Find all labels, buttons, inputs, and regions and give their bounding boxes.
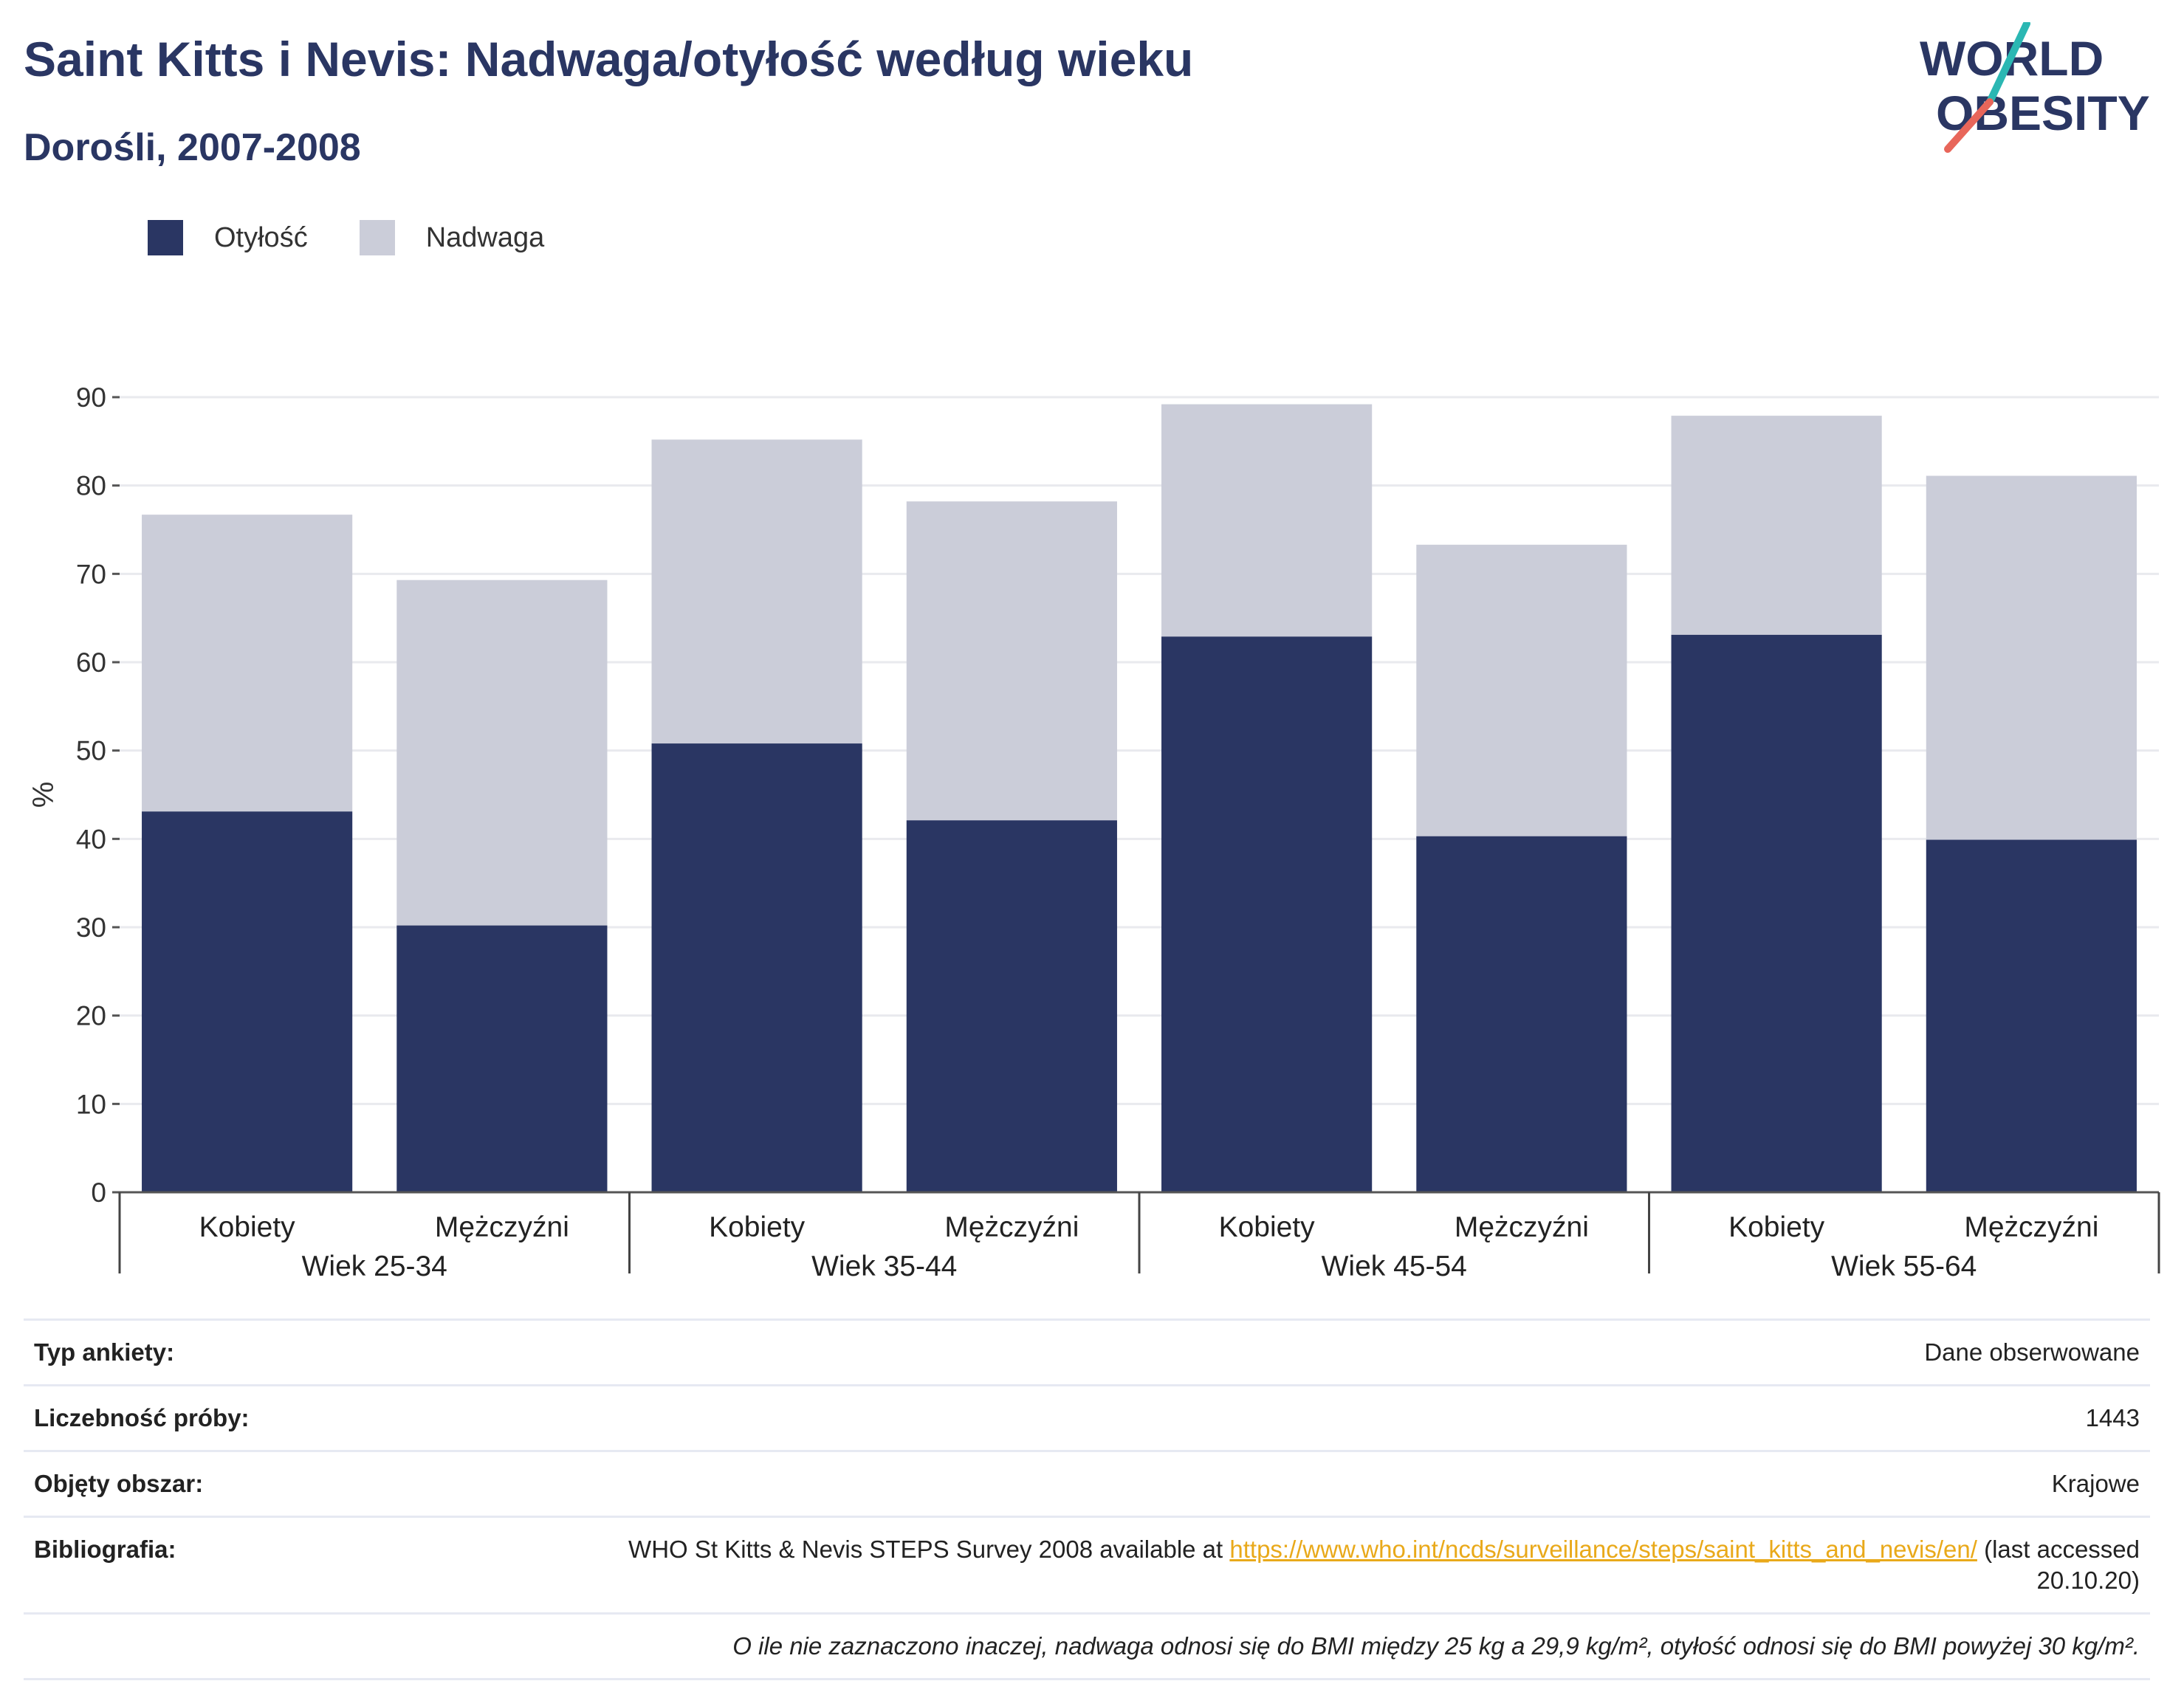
survey-info-table: Typ ankiety: Dane obserwowane Liczebność… [24,1318,2150,1680]
bar-overweight [906,501,1117,821]
legend-swatch-overweight [359,220,395,255]
logo-word-obesity: OBESITY [1936,86,2150,140]
x-category-label: Mężczyźni [1964,1211,2098,1243]
stacked-bar-chart: 0 10 20 30 40 50 60 70 80 90% Kobiety Mężczyźni Kobi… [27,382,2160,1282]
y-tick-label: 80 [76,471,106,501]
legend-item-overweight[interactable]: Nadwaga [359,220,545,255]
world-obesity-logo: WORLD OBESITY [1920,22,2150,153]
x-category-label: Mężczyźni [435,1211,569,1243]
bar-obesity [651,743,862,1192]
info-label: Liczebność próby: [34,1404,250,1431]
legend-item-obesity[interactable]: Otyłość [148,220,308,255]
bmi-definition-note: O ile nie zaznaczono inaczej, nadwaga od… [732,1632,2140,1660]
bar-obesity [906,820,1117,1192]
bar-overweight [1926,475,2137,840]
logo-teal-stroke [1986,22,2030,106]
bar-overweight [1671,416,1882,635]
info-row-coverage: Objęty obszar: Krajowe [24,1451,2150,1517]
info-label: Objęty obszar: [34,1470,204,1497]
y-tick-label: 30 [76,912,106,943]
x-category-label: Kobiety [1219,1211,1316,1243]
y-tick-label: 50 [76,736,106,766]
y-tick-label: 10 [76,1089,106,1119]
info-row-bibliography: Bibliografia: WHO St Kitts & Nevis STEPS… [24,1516,2150,1614]
x-group-label: Wiek 55-64 [1831,1251,1977,1282]
bar-obesity [396,925,608,1192]
info-row-survey-type: Typ ankiety: Dane obserwowane [24,1319,2150,1386]
bar-obesity [1161,636,1373,1192]
x-group-label: Wiek 25-34 [302,1251,447,1282]
y-tick-label: 60 [76,647,106,678]
bibliography-access-note: (last accessed 20.10.20) [1977,1536,2140,1594]
x-group-label: Wiek 35-44 [811,1251,957,1282]
bar-obesity [1926,839,2137,1192]
info-label: Bibliografia: [34,1536,176,1563]
bar-overweight [1416,544,1627,836]
legend-swatch-obesity [148,220,183,255]
info-label: Typ ankiety: [34,1338,175,1366]
info-row-sample-size: Liczebność próby: 1443 [24,1385,2150,1451]
y-tick-label: 90 [76,382,106,413]
y-tick-label: 70 [76,559,106,589]
bars [142,404,2137,1192]
x-category-label: Mężczyźni [944,1211,1079,1243]
bar-overweight [396,580,608,926]
chart-legend: Otyłość Nadwaga [148,220,596,255]
y-tick-label: 40 [76,824,106,854]
legend-label-obesity: Otyłość [214,221,308,253]
bar-obesity [1416,836,1627,1192]
bar-overweight [651,439,862,744]
x-category-label: Kobiety [709,1211,806,1243]
info-value: 1443 [2085,1404,2140,1431]
chart-subtitle: Dorośli, 2007-2008 [24,126,361,169]
y-axis-title: % [27,782,60,808]
y-tick-label: 0 [91,1177,106,1208]
axes: 0 10 20 30 40 50 60 70 80 90% Kobiety Mężczyźni Kobi… [27,382,2160,1282]
bar-obesity [1671,634,1882,1192]
x-category-label: Kobiety [199,1211,296,1243]
bar-overweight [142,515,353,812]
chart-title: Saint Kitts i Nevis: Nadwaga/otyłość wed… [24,32,1194,86]
y-tick-label: 20 [76,1001,106,1031]
bibliography-value: WHO St Kitts & Nevis STEPS Survey 2008 a… [561,1517,2150,1614]
info-value: Krajowe [2051,1470,2140,1497]
bibliography-link[interactable]: https://www.who.int/ncds/surveillance/st… [1229,1536,1977,1563]
info-value: Dane obserwowane [1924,1338,2140,1366]
legend-label-overweight: Nadwaga [425,221,545,253]
x-category-label: Mężczyźni [1455,1211,1589,1243]
bar-obesity [142,811,353,1192]
logo-coral-stroke [1944,98,1994,153]
bar-overweight [1161,404,1373,637]
x-category-label: Kobiety [1728,1211,1825,1243]
bibliography-text: WHO St Kitts & Nevis STEPS Survey 2008 a… [628,1536,1230,1563]
x-group-label: Wiek 45-54 [1322,1251,1467,1282]
info-row-note: O ile nie zaznaczono inaczej, nadwaga od… [24,1613,2150,1679]
